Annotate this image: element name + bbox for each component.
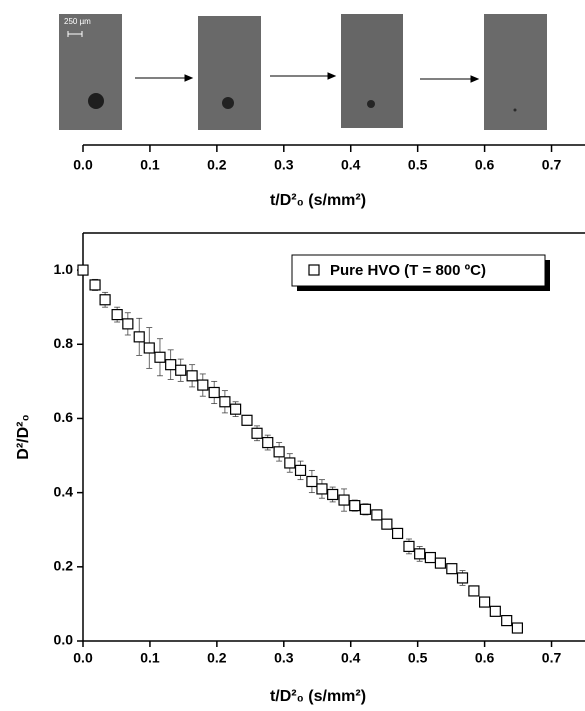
y-tick-label: 0.6: [54, 409, 74, 425]
marker: [403, 540, 415, 553]
x-axis-title: t/D²₀ (s/mm²): [270, 688, 366, 705]
marker: [479, 596, 491, 608]
marker: [133, 331, 145, 343]
marker: [391, 527, 404, 540]
marker: [251, 427, 263, 439]
marker: [511, 622, 523, 634]
x-tick-label: 0.6: [475, 157, 495, 173]
marker: [284, 457, 296, 469]
marker: [468, 585, 480, 597]
x-tick-label: 0.2: [207, 650, 227, 666]
marker: [371, 509, 383, 521]
marker: [186, 370, 198, 382]
x-tick-label: 0.1: [140, 650, 160, 666]
marker: [89, 279, 101, 291]
x-tick-label: 0.3: [274, 650, 294, 666]
x-tick-label: 0.1: [140, 157, 160, 173]
y-tick-label: 0.4: [54, 483, 74, 499]
marker: [381, 518, 393, 530]
marker: [175, 364, 187, 376]
marker: [122, 318, 134, 330]
marker: [349, 500, 361, 512]
droplet: [513, 108, 517, 112]
marker: [99, 294, 111, 306]
marker: [316, 483, 328, 495]
marker: [262, 436, 274, 449]
y-tick-label: 1.0: [54, 261, 74, 277]
scale-label: 250 µm: [64, 17, 91, 26]
marker: [111, 309, 123, 321]
x-tick-label: 0.3: [274, 157, 294, 173]
droplet-image: [341, 14, 403, 128]
droplet: [367, 100, 375, 108]
legend-marker: [308, 264, 320, 276]
marker: [501, 614, 513, 627]
marker: [359, 503, 372, 515]
marker: [414, 548, 426, 560]
x-tick-label: 0.5: [408, 650, 428, 666]
x-tick-label: 0.2: [207, 157, 227, 173]
marker: [77, 264, 89, 276]
marker: [489, 605, 501, 617]
x-tick-label: 0.4: [341, 157, 361, 173]
marker: [456, 572, 469, 584]
marker: [434, 557, 447, 569]
marker: [306, 475, 318, 488]
x-tick-label: 0.0: [73, 157, 93, 173]
y-axis-title: D²/D²₀: [15, 414, 32, 459]
y-tick-label: 0.0: [54, 632, 74, 648]
marker: [338, 494, 350, 506]
marker: [197, 379, 209, 391]
arrows: [135, 72, 480, 83]
marker: [446, 563, 458, 575]
marker: [154, 351, 166, 363]
x-tick-label: 0.7: [542, 157, 562, 173]
marker: [219, 396, 231, 408]
droplet-image: [59, 14, 122, 130]
y-tick-label: 0.2: [54, 558, 74, 574]
image-strip: 250 µm: [59, 14, 547, 130]
x-tick-label: 0.7: [542, 650, 562, 666]
x-tick-label: 0.4: [341, 650, 361, 666]
y-tick-label: 0.8: [54, 335, 74, 351]
marker: [208, 386, 220, 399]
droplet: [88, 93, 104, 109]
droplet: [222, 97, 234, 109]
droplet-image: [484, 14, 547, 130]
marker: [273, 446, 285, 458]
marker: [165, 359, 177, 371]
marker: [143, 342, 155, 354]
marker: [241, 414, 253, 426]
marker: [294, 464, 307, 476]
marker: [230, 403, 242, 415]
legend-label: Pure HVO (T = 800 ºC): [330, 262, 486, 279]
legend-box: [291, 254, 546, 287]
x-axis-title: t/D²₀ (s/mm²): [270, 192, 366, 209]
x-tick-label: 0.5: [408, 157, 428, 173]
x-tick-label: 0.0: [73, 650, 93, 666]
x-tick-label: 0.6: [475, 650, 495, 666]
marker: [424, 551, 436, 564]
marker: [327, 488, 339, 501]
droplet-image: [198, 16, 261, 130]
